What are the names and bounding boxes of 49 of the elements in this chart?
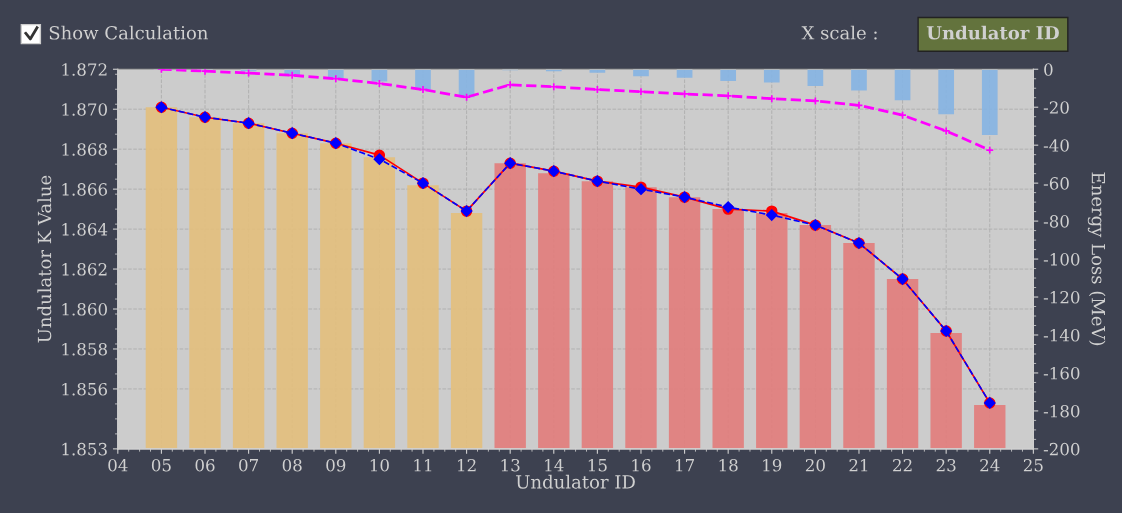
x-tick-label: 09 <box>326 458 346 472</box>
x-tick-label: 24 <box>980 458 1000 472</box>
y2-tick-label: -160 <box>1043 366 1080 380</box>
y-tick-label: 1.860 <box>62 302 107 316</box>
y2-tick-label: -20 <box>1043 101 1069 114</box>
x-tick-label: 14 <box>545 458 564 472</box>
x-tick-label: 04 <box>108 458 128 472</box>
x-tick-label: 07 <box>239 458 258 472</box>
x-tick-label: 13 <box>501 458 520 472</box>
y2-tick-label: 0 <box>1044 63 1053 76</box>
text: Undulator ID <box>926 25 1059 40</box>
x-tick-label: 25 <box>1023 458 1043 472</box>
x-tick-label: 20 <box>805 458 825 472</box>
y-tick-label: 1.864 <box>62 223 108 236</box>
x-tick-label: 10 <box>370 458 389 472</box>
x-tick-label: 06 <box>195 458 215 472</box>
x-axis-title: Undulator ID <box>516 474 635 489</box>
x-tick-label: 17 <box>676 458 694 472</box>
y2-axis-title: Energy Loss (MeV) <box>1087 172 1106 346</box>
x-tick-label: 18 <box>719 458 738 472</box>
x-tick-label: 21 <box>849 458 868 472</box>
x-tick-label: 08 <box>282 458 302 472</box>
x-tick-label: 22 <box>893 458 912 472</box>
y2-tick-label: -100 <box>1043 253 1080 266</box>
y-tick-label: 1.866 <box>62 183 108 196</box>
y2-tick-label: -200 <box>1043 442 1080 456</box>
x-tick-label: 12 <box>458 458 476 472</box>
x-tick-label: 19 <box>763 458 782 472</box>
y2-tick-label: -60 <box>1043 177 1069 190</box>
y-tick-label: 1.872 <box>62 63 107 76</box>
y-tick-label: 1.856 <box>62 382 108 396</box>
text: X scale : <box>801 25 877 40</box>
y2-tick-label: -120 <box>1043 290 1080 304</box>
y2-tick-label: -80 <box>1043 215 1069 228</box>
y-tick-label: 1.858 <box>62 342 107 356</box>
x-tick-label: 05 <box>151 458 171 472</box>
y2-tick-label: -180 <box>1043 404 1080 418</box>
y-tick-label: 1.868 <box>62 143 107 156</box>
text: Show Calculation <box>49 25 208 40</box>
x-tick-label: 23 <box>936 458 956 472</box>
y-tick-label: 1.862 <box>62 263 107 276</box>
y2-tick-label: -40 <box>1043 139 1069 152</box>
y-tick-label: 1.870 <box>62 103 107 116</box>
x-tick-label: 16 <box>632 458 651 472</box>
x-tick-label: 15 <box>588 458 607 472</box>
x-tick-label: 11 <box>414 458 432 472</box>
y-tick-label: 1.853 <box>62 442 107 456</box>
y-axis-title: Undulator K Value <box>37 175 52 343</box>
y2-tick-label: -140 <box>1043 328 1080 342</box>
